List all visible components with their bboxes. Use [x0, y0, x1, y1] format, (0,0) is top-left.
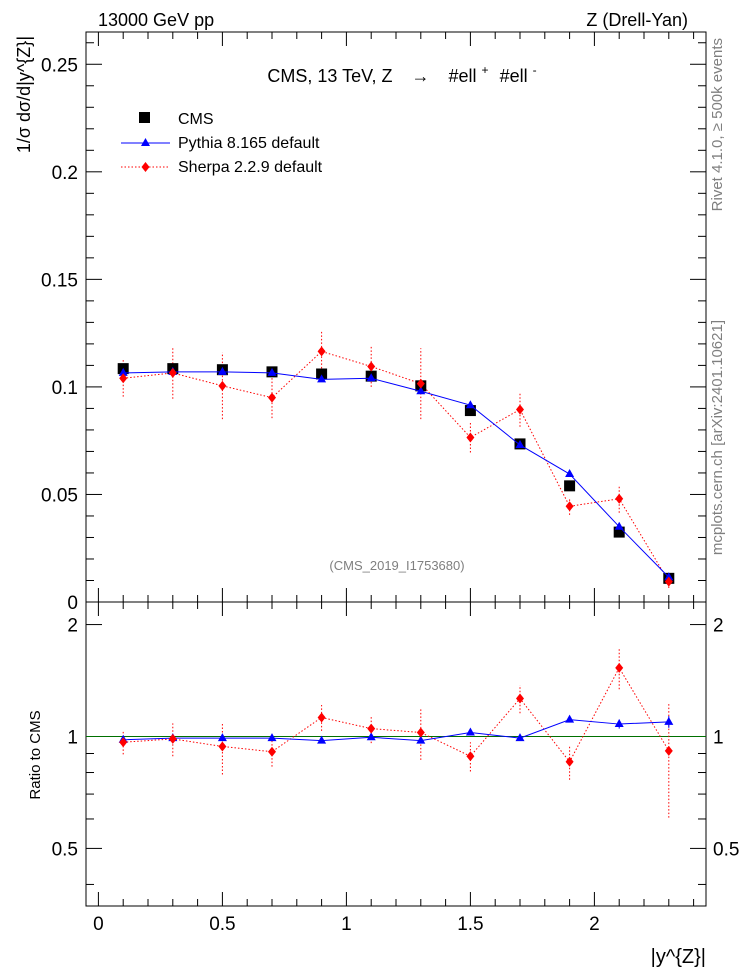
- pythia-ratio-point: [317, 735, 327, 744]
- y-tick-label: 0.15: [41, 270, 78, 291]
- x-tick-label: 0: [93, 914, 104, 935]
- ratio-y-tick-label: 1: [67, 727, 78, 748]
- ratio-plot-frame: [85, 601, 707, 907]
- x-tick-label: 1: [341, 914, 352, 935]
- sherpa-point: [416, 378, 425, 389]
- sherpa-point: [317, 346, 326, 357]
- pythia-ratio-line: [123, 719, 669, 742]
- sherpa-ratio-point: [119, 737, 128, 748]
- x-axis-title: |y^{Z}|: [651, 946, 706, 968]
- sherpa-point: [367, 361, 376, 372]
- sherpa-ratio-point: [615, 662, 624, 673]
- sherpa-point: [268, 392, 276, 403]
- sherpa-ratio-point: [565, 756, 574, 767]
- ratio-y-tick-label: 2: [67, 616, 78, 637]
- y-axis-title: 1/σ dσ/d|y^{Z}|: [14, 36, 34, 153]
- pythia-ratio-point: [664, 716, 674, 725]
- y-tick-label: 0.1: [52, 378, 78, 399]
- cms-point: [564, 480, 576, 492]
- pythia-point: [614, 521, 624, 530]
- pythia-line: [123, 371, 670, 578]
- sherpa-point: [466, 432, 475, 443]
- sherpa-ratio-line: [123, 666, 670, 763]
- ratio-y-tick-label: 0.5: [52, 839, 78, 860]
- pythia-point: [565, 469, 575, 478]
- ratio-y-tick-label-right: 0.5: [713, 839, 739, 860]
- sherpa-ratio-point: [317, 712, 326, 723]
- pythia-point: [267, 367, 277, 376]
- pythia-ratio-point: [366, 732, 376, 741]
- sherpa-ratio-point: [516, 693, 524, 704]
- sherpa-line: [123, 350, 670, 582]
- legend-label-sherpa: Sherpa 2.2.9 default: [178, 159, 323, 176]
- sherpa-ratio-point: [367, 723, 376, 734]
- title-main: CMS, 13 TeV, Z: [267, 66, 392, 86]
- title-charge-plus: +: [482, 63, 489, 77]
- pythia-point: [317, 374, 327, 383]
- sherpa-point: [516, 404, 524, 415]
- x-tick-label: 0.5: [209, 914, 235, 935]
- legend-marker-cms: [139, 112, 150, 123]
- process-label: Z (Drell-Yan): [586, 10, 688, 30]
- y-tick-label: 0: [67, 593, 78, 614]
- analysis-watermark: (CMS_2019_I1753680): [329, 558, 464, 573]
- pythia-point: [515, 439, 525, 448]
- ratio-y-tick-label-right: 2: [713, 616, 724, 637]
- legend-label-cms: CMS: [178, 111, 214, 128]
- pythia-point: [217, 366, 227, 375]
- title-lepton-2: #ell: [500, 66, 528, 86]
- axis-ticks: [86, 32, 706, 906]
- pythia-point: [366, 373, 376, 382]
- ratio-y-axis-title: Ratio to CMS: [27, 710, 44, 799]
- cms-point: [613, 526, 625, 538]
- title-charge-minus: -: [533, 63, 537, 77]
- sherpa-ratio-point: [416, 727, 425, 738]
- sherpa-ratio-point: [466, 751, 475, 762]
- sherpa-point: [119, 373, 128, 384]
- pythia-point: [118, 367, 128, 376]
- pythia-ratio-point: [267, 733, 277, 742]
- y-tick-label: 0.2: [52, 163, 78, 184]
- pythia-point: [465, 400, 475, 409]
- pythia-ratio-point: [614, 719, 624, 728]
- sherpa-point: [615, 493, 624, 504]
- title-arrow: →: [411, 66, 429, 86]
- data-marks: [117, 330, 675, 818]
- pythia-ratio-point: [217, 733, 227, 742]
- pythia-ratio-point: [515, 733, 525, 742]
- sherpa-point: [565, 501, 574, 512]
- cms-point: [464, 405, 476, 417]
- sherpa-ratio-point: [664, 745, 673, 756]
- pythia-point: [416, 386, 426, 395]
- ratio-y-tick-label-right: 1: [713, 727, 724, 748]
- sherpa-ratio-point: [268, 746, 276, 757]
- sherpa-ratio-point: [168, 733, 177, 744]
- tick-labels: 0 0.5 1 1.5 200.050.10.150.20.250.5 0.51 12 2: [41, 55, 739, 935]
- legend-marker-sherpa: [141, 162, 150, 172]
- x-tick-label: 1.5: [457, 914, 483, 935]
- x-tick-label: 2: [589, 914, 600, 935]
- sherpa-point: [168, 367, 177, 378]
- legend: CMS Pythia 8.165 default Sherpa 2.2.9 de…: [121, 111, 323, 176]
- pythia-ratio-point: [465, 727, 475, 736]
- pythia-ratio-point: [565, 714, 575, 723]
- energy-label: 13000 GeV pp: [98, 10, 214, 30]
- rivet-label: Rivet 4.1.0, ≥ 500k events: [709, 38, 726, 211]
- cms-point: [316, 368, 328, 380]
- title-lepton-1: #ell: [448, 66, 476, 86]
- legend-label-pythia: Pythia 8.165 default: [178, 135, 320, 152]
- pythia-point: [664, 572, 674, 581]
- y-tick-label: 0.25: [41, 55, 78, 76]
- chart-title: CMS, 13 TeV, Z → #ell + #ell -: [267, 58, 536, 86]
- y-tick-label: 0.05: [41, 485, 78, 506]
- pythia-ratio-point: [416, 735, 426, 744]
- sherpa-point: [664, 576, 673, 587]
- sherpa-point: [218, 380, 227, 391]
- source-label: mcplots.cern.ch [arXiv:2401.10621]: [709, 320, 726, 555]
- sherpa-ratio-point: [218, 741, 227, 752]
- legend-marker-pythia: [141, 138, 150, 146]
